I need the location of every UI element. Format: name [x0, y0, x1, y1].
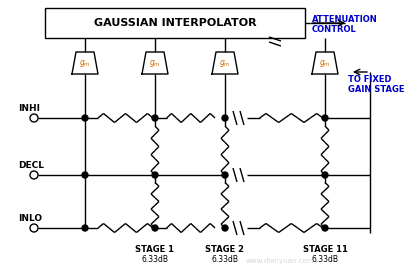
Circle shape — [30, 114, 38, 122]
Circle shape — [152, 225, 157, 231]
Text: GAIN STAGE: GAIN STAGE — [347, 85, 404, 94]
Text: $g_m$: $g_m$ — [149, 58, 160, 69]
Text: 6.33dB: 6.33dB — [141, 255, 168, 264]
Bar — [45, 8, 304, 38]
Circle shape — [82, 225, 88, 231]
Text: 6.33dB: 6.33dB — [311, 255, 338, 264]
Circle shape — [221, 172, 227, 178]
Text: STAGE 1: STAGE 1 — [135, 245, 174, 254]
Circle shape — [30, 171, 38, 179]
Text: TO FIXED: TO FIXED — [347, 75, 391, 84]
Text: $g_m$: $g_m$ — [318, 58, 330, 69]
Text: $g_m$: $g_m$ — [218, 58, 230, 69]
Circle shape — [152, 115, 157, 121]
Text: STAGE 11: STAGE 11 — [302, 245, 346, 254]
Text: 6.33dB: 6.33dB — [211, 255, 238, 264]
Text: STAGE 2: STAGE 2 — [205, 245, 244, 254]
Text: INHI: INHI — [18, 104, 40, 113]
Text: ATTENUATION: ATTENUATION — [311, 15, 377, 24]
Text: INLO: INLO — [18, 214, 42, 223]
Circle shape — [321, 225, 327, 231]
Circle shape — [82, 115, 88, 121]
Circle shape — [221, 225, 227, 231]
Text: $g_m$: $g_m$ — [79, 58, 91, 69]
Circle shape — [221, 115, 227, 121]
Text: www.dianyuan.com: www.dianyuan.com — [245, 258, 313, 264]
Text: GAUSSIAN INTERPOLATOR: GAUSSIAN INTERPOLATOR — [94, 18, 256, 28]
Text: DECL: DECL — [18, 161, 44, 170]
Circle shape — [321, 115, 327, 121]
Text: CONTROL: CONTROL — [311, 25, 356, 34]
Circle shape — [30, 224, 38, 232]
Circle shape — [321, 172, 327, 178]
Circle shape — [152, 172, 157, 178]
Circle shape — [82, 172, 88, 178]
